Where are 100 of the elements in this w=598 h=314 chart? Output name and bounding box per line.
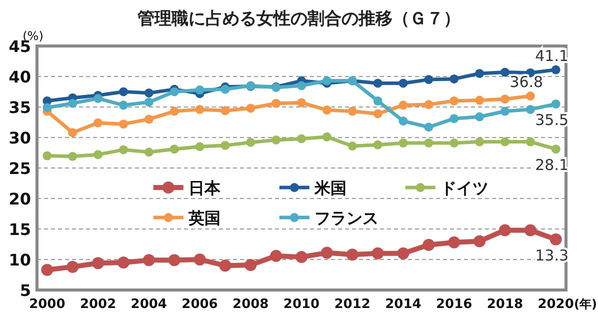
x-tick-label: 2006 bbox=[182, 297, 218, 312]
point bbox=[448, 236, 460, 248]
x-tick-label: 2016 bbox=[436, 297, 472, 312]
legend-label: 米国 bbox=[313, 178, 346, 198]
point bbox=[450, 74, 459, 84]
point bbox=[500, 94, 510, 104]
point bbox=[450, 114, 459, 124]
point bbox=[195, 142, 204, 152]
point bbox=[450, 138, 459, 148]
point bbox=[118, 145, 128, 154]
point bbox=[118, 120, 128, 129]
point bbox=[42, 103, 52, 112]
point bbox=[246, 104, 256, 113]
point bbox=[68, 152, 78, 161]
x-tick-label: 2008 bbox=[232, 297, 269, 312]
point bbox=[526, 92, 535, 101]
point bbox=[322, 106, 332, 115]
point bbox=[500, 106, 510, 116]
legend-label: フランス bbox=[314, 208, 378, 228]
point bbox=[94, 150, 103, 160]
point bbox=[220, 140, 230, 150]
y-tick-label: 35 bbox=[8, 98, 31, 117]
point bbox=[475, 96, 484, 105]
point bbox=[422, 238, 435, 251]
x-axis-title: (年) bbox=[574, 297, 597, 311]
point bbox=[475, 112, 484, 122]
y-tick-label: 20 bbox=[8, 190, 31, 208]
point bbox=[144, 98, 154, 107]
point bbox=[398, 116, 408, 126]
point bbox=[246, 138, 256, 147]
x-tick-label: 2018 bbox=[486, 297, 524, 312]
x-tick-label: 2000 bbox=[29, 297, 66, 312]
chart-title: 管理職に占める女性の割合の推移（Ｇ７） bbox=[136, 9, 460, 29]
point bbox=[118, 87, 128, 96]
point bbox=[272, 135, 281, 144]
point bbox=[68, 98, 78, 108]
point bbox=[168, 254, 180, 266]
point bbox=[194, 254, 206, 266]
point bbox=[424, 138, 434, 148]
point bbox=[220, 84, 230, 94]
point bbox=[117, 256, 130, 269]
y-tick-label: 25 bbox=[8, 159, 31, 178]
point bbox=[170, 144, 179, 154]
point bbox=[296, 251, 308, 264]
y-tick-label: 40 bbox=[8, 68, 31, 86]
point bbox=[424, 75, 434, 84]
point bbox=[373, 109, 382, 118]
point bbox=[144, 148, 154, 157]
point bbox=[500, 68, 510, 77]
point bbox=[144, 114, 154, 124]
point bbox=[526, 104, 535, 114]
point bbox=[272, 98, 281, 108]
point bbox=[346, 248, 358, 261]
point bbox=[475, 137, 484, 146]
point bbox=[450, 96, 459, 106]
point bbox=[348, 142, 357, 151]
point bbox=[41, 264, 54, 276]
point bbox=[195, 85, 204, 94]
point bbox=[68, 128, 78, 138]
point bbox=[398, 100, 408, 110]
point bbox=[373, 96, 382, 106]
point bbox=[373, 78, 382, 88]
point bbox=[297, 134, 306, 144]
point bbox=[118, 100, 128, 110]
legend-label: 英国 bbox=[187, 208, 220, 228]
y-tick-label: 30 bbox=[8, 128, 31, 148]
point bbox=[94, 118, 103, 128]
data-label: 36.8 bbox=[510, 73, 544, 92]
point bbox=[219, 260, 232, 272]
point bbox=[244, 258, 257, 271]
point bbox=[474, 235, 486, 248]
point bbox=[397, 247, 410, 260]
point bbox=[170, 87, 179, 96]
point bbox=[348, 106, 357, 116]
point bbox=[398, 138, 408, 148]
point bbox=[297, 98, 306, 108]
point bbox=[144, 88, 154, 98]
point bbox=[550, 233, 562, 246]
point bbox=[475, 68, 484, 78]
point bbox=[270, 250, 282, 262]
point bbox=[524, 224, 536, 236]
point bbox=[398, 78, 408, 88]
point bbox=[526, 137, 535, 146]
x-tick-label: 2002 bbox=[80, 297, 116, 312]
point bbox=[320, 246, 333, 259]
point bbox=[551, 65, 560, 74]
point bbox=[195, 104, 204, 114]
point bbox=[66, 260, 79, 273]
point bbox=[297, 81, 306, 90]
point bbox=[551, 99, 560, 108]
x-tick-label: 2010 bbox=[283, 297, 320, 312]
point bbox=[322, 132, 332, 142]
x-tick-label: 2020 bbox=[538, 297, 574, 312]
point bbox=[322, 76, 332, 86]
x-tick-label: 2014 bbox=[385, 297, 422, 312]
x-tick-label: 2004 bbox=[130, 297, 167, 312]
point bbox=[373, 140, 382, 150]
point bbox=[424, 100, 434, 110]
x-tick-label: 2012 bbox=[334, 297, 370, 312]
legend-label: 日本 bbox=[188, 178, 222, 198]
